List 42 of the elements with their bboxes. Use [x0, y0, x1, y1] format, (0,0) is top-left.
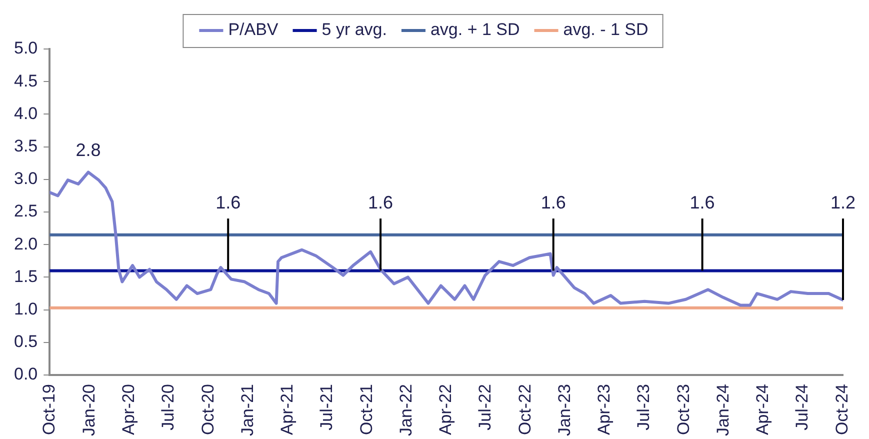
- y-tick-label: 0.5: [14, 332, 38, 352]
- x-tick-label: Jan-22: [396, 384, 416, 436]
- y-tick-label: 3.5: [14, 136, 38, 156]
- x-tick-label: Jan-23: [555, 384, 574, 436]
- x-tick-label: Jan-20: [79, 384, 98, 436]
- y-tick-label: 0.0: [14, 364, 38, 384]
- x-tick-label: Jan-21: [238, 384, 258, 436]
- y-tick-label: 2.5: [14, 202, 38, 221]
- x-tick-label: Jul-20: [158, 384, 178, 430]
- x-tick-label: Oct-22: [515, 384, 534, 436]
- annotation: 1.6: [540, 192, 566, 212]
- legend-label: P/ABV: [228, 20, 279, 40]
- x-tick-label: Jul-22: [475, 384, 494, 430]
- x-tick-label: Apr-24: [753, 384, 772, 436]
- y-tick-label: 3.0: [14, 169, 38, 188]
- legend-label: avg. + 1 SD: [430, 20, 520, 40]
- x-tick-label: Jul-21: [316, 384, 336, 430]
- x-tick-label: Oct-19: [39, 384, 58, 436]
- x-tick-label: Oct-24: [832, 384, 852, 436]
- x-tick-label: Apr-23: [594, 384, 614, 436]
- y-tick-label: 5.0: [14, 38, 38, 58]
- annotation: 1.2: [830, 192, 856, 212]
- y-tick-label: 1.5: [14, 266, 38, 286]
- y-tick-label: 4.5: [14, 71, 38, 90]
- annotation: 2.8: [76, 140, 101, 160]
- legend-label: avg. - 1 SD: [563, 20, 648, 40]
- y-tick-label: 4.0: [14, 104, 38, 123]
- annotation: 1.6: [216, 192, 241, 212]
- x-tick-label: Oct-23: [674, 384, 693, 436]
- y-tick-label: 1.0: [14, 300, 38, 319]
- legend-label: 5 yr avg.: [322, 20, 387, 40]
- x-tick-label: Jan-24: [714, 384, 733, 436]
- y-tick-label: 2.0: [14, 234, 38, 254]
- x-tick-label: Jul-24: [792, 384, 812, 430]
- x-tick-label: Apr-21: [277, 384, 296, 436]
- x-tick-label: Apr-22: [436, 384, 455, 436]
- x-tick-label: Jul-23: [634, 384, 653, 430]
- x-tick-label: Apr-20: [118, 384, 138, 436]
- annotation: 1.6: [368, 192, 394, 212]
- x-tick-label: Oct-21: [356, 384, 376, 436]
- x-tick-label: Oct-20: [198, 384, 218, 436]
- annotation: 1.6: [690, 192, 715, 212]
